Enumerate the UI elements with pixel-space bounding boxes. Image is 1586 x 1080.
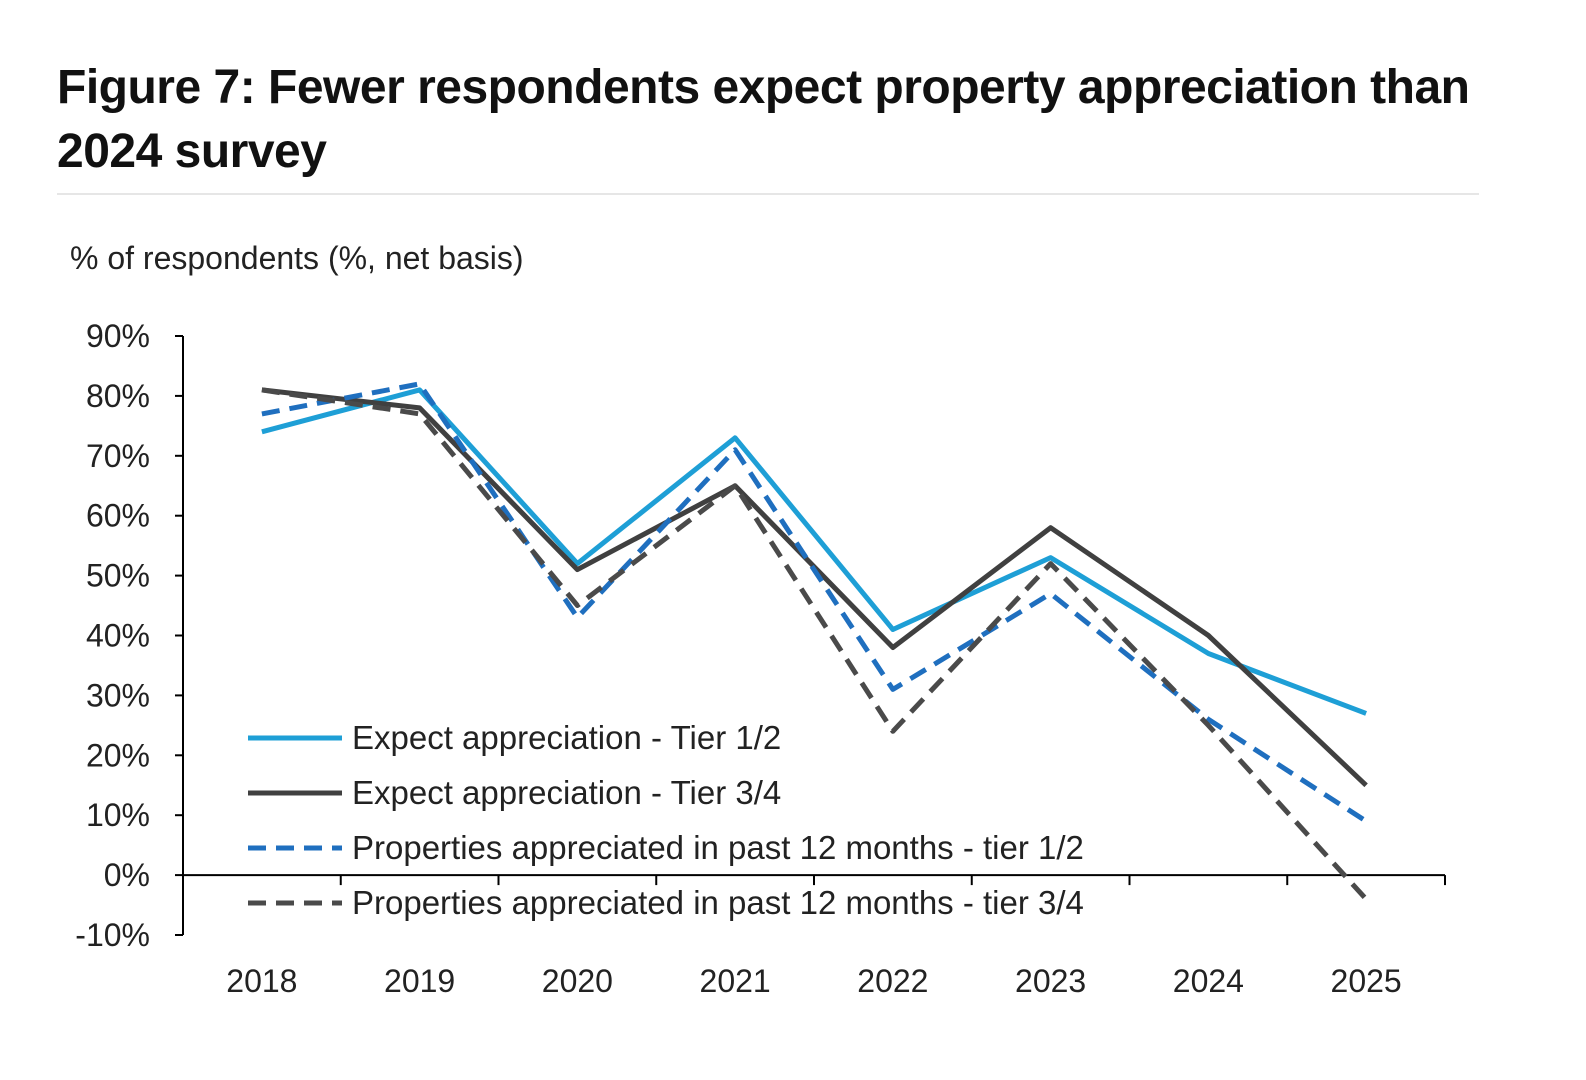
y-tick-label: 80% [86, 378, 150, 414]
y-axis-label: % of respondents (%, net basis) [70, 240, 524, 276]
y-tick-label: 40% [86, 618, 150, 654]
legend-group: Expect appreciation - Tier 1/2 Expect app… [248, 719, 1084, 921]
y-tick-label: 0% [104, 857, 150, 893]
x-tick-label: 2018 [226, 963, 297, 999]
y-tick-label: -10% [75, 917, 150, 953]
legend-label-2: Expect appreciation - Tier 3/4 [352, 774, 781, 811]
x-tick-label: 2023 [1015, 963, 1086, 999]
x-tick-label: 2024 [1173, 963, 1244, 999]
y-tick-label: 60% [86, 498, 150, 534]
y-tick-label: 10% [86, 797, 150, 833]
y-tick-label: 20% [86, 737, 150, 773]
y-tick-label: 90% [86, 318, 150, 354]
x-tick-label: 2021 [700, 963, 771, 999]
y-tick-label: 30% [86, 677, 150, 713]
x-tick-label: 2022 [857, 963, 928, 999]
x-tick-label: 2020 [542, 963, 613, 999]
axes-group: -10% 0% 10% 20% 30% 40% 50% 60% 70% 80% 90% 2018 201… [75, 318, 1446, 999]
x-tick-label: 2019 [384, 963, 455, 999]
x-tick-label: 2025 [1331, 963, 1402, 999]
series-line-4 [261, 387, 1368, 901]
series-group [261, 381, 1368, 901]
legend-label-3: Properties appreciated in past 12 months… [352, 829, 1084, 866]
chart-title: Figure 7: Fewer respondents expect prope… [57, 61, 1470, 178]
title-divider [57, 193, 1479, 195]
series-line-3 [261, 381, 1368, 824]
legend-label-1: Expect appreciation - Tier 1/2 [352, 719, 781, 756]
y-tick-label: 70% [86, 438, 150, 474]
series-line-1 [261, 387, 1367, 716]
legend-label-4: Properties appreciated in past 12 months… [352, 884, 1084, 921]
y-tick-label: 50% [86, 558, 150, 594]
